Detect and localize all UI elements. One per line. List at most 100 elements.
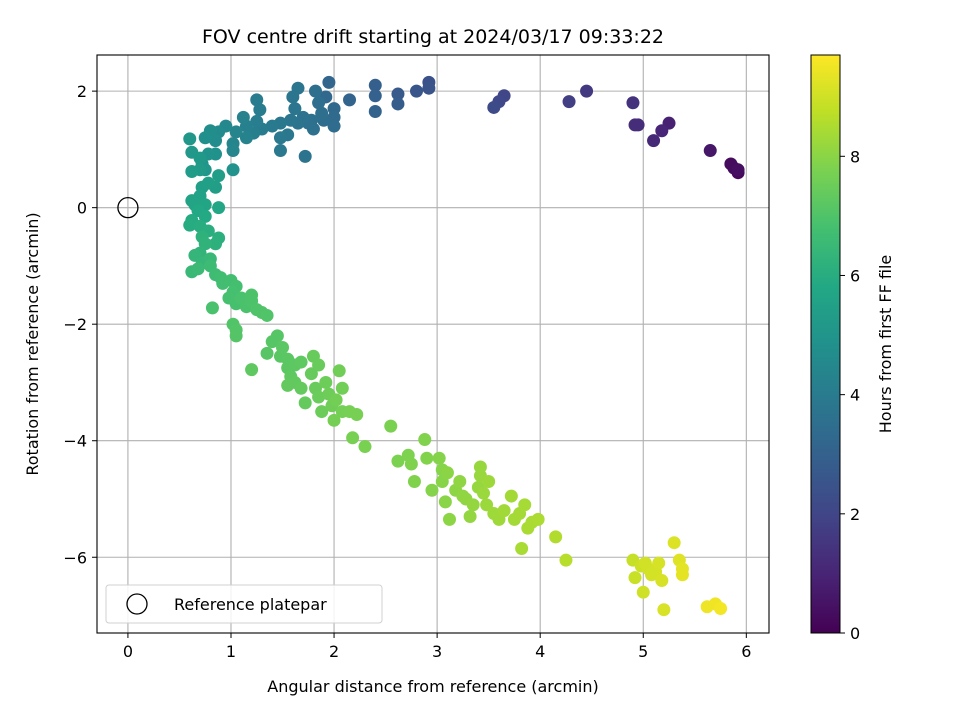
data-point (531, 512, 545, 526)
data-point (294, 355, 308, 369)
data-point (281, 378, 295, 392)
data-point (312, 390, 326, 404)
data-point (497, 504, 511, 518)
data-point (332, 364, 346, 378)
data-point (286, 90, 300, 104)
plot-frame (96, 54, 770, 634)
data-point (657, 603, 671, 617)
data-point (260, 308, 274, 322)
data-point (391, 454, 405, 468)
data-point (273, 144, 287, 158)
data-point (420, 451, 434, 465)
data-point (562, 95, 576, 109)
data-point (391, 97, 405, 111)
data-point (703, 144, 717, 158)
data-point (667, 536, 681, 550)
data-point (463, 509, 477, 523)
legend-label-reference: Reference platepar (174, 595, 327, 614)
data-point (442, 512, 456, 526)
data-point (288, 102, 302, 116)
data-point (191, 262, 205, 276)
data-point (245, 363, 259, 377)
data-point (628, 571, 642, 585)
data-point (229, 125, 243, 139)
data-point (628, 118, 642, 132)
data-point (480, 498, 494, 512)
x-tick-label: 1 (226, 642, 236, 661)
x-tick-label: 3 (432, 642, 442, 661)
data-point (276, 340, 290, 354)
data-point (183, 132, 197, 146)
x-tick-label: 4 (535, 642, 545, 661)
data-point (358, 440, 372, 454)
chart-title: FOV centre drift starting at 2024/03/17 … (202, 26, 664, 48)
legend-box (105, 584, 383, 624)
data-point (298, 149, 312, 163)
colorbar-tick-label: 0 (850, 624, 860, 643)
data-point (655, 574, 669, 588)
reference-marker (117, 197, 139, 219)
data-point (329, 393, 343, 407)
data-point (250, 93, 264, 107)
data-point (504, 489, 518, 503)
data-point (312, 96, 326, 110)
x-tick-label: 6 (741, 642, 751, 661)
data-points (183, 75, 745, 617)
colorbar (810, 54, 841, 634)
colorbar-axis: 0 2 4 6 8 (840, 147, 860, 643)
y-axis: 2 0 −2 −4 −6 (63, 82, 97, 567)
x-axis-label: Angular distance from reference (arcmin) (267, 677, 598, 696)
data-point (731, 163, 745, 177)
data-point (239, 131, 253, 145)
x-tick-label: 0 (123, 642, 133, 661)
data-point (418, 433, 432, 447)
data-point (319, 375, 333, 389)
data-point (368, 78, 382, 92)
x-tick-label: 2 (329, 642, 339, 661)
data-point (404, 457, 418, 471)
data-point (384, 419, 398, 433)
data-point (350, 408, 364, 422)
colorbar-label: Hours from first FF file (876, 255, 895, 434)
reference-marker-group (117, 197, 139, 219)
data-point (260, 346, 274, 360)
data-point (407, 475, 421, 489)
colorbar-tick-label: 8 (850, 147, 860, 166)
data-point (226, 144, 240, 158)
data-point (304, 367, 318, 381)
y-axis-label: Rotation from reference (arcmin) (23, 212, 42, 475)
data-point (515, 542, 529, 556)
data-point (193, 151, 207, 165)
data-point (549, 530, 563, 544)
data-point (205, 301, 219, 315)
data-point (229, 329, 243, 343)
y-tick-label: −4 (63, 432, 87, 451)
data-point (327, 413, 341, 427)
y-tick-label: −6 (63, 548, 87, 567)
data-point (335, 381, 349, 395)
data-point (322, 75, 336, 89)
data-point (209, 237, 223, 251)
data-point (284, 113, 298, 127)
data-point (410, 84, 424, 98)
data-point (294, 381, 308, 395)
data-point (487, 100, 501, 114)
legend: Reference platepar (105, 584, 383, 624)
y-tick-label: 2 (77, 82, 87, 101)
colorbar-tick-label: 4 (850, 386, 860, 405)
data-point (212, 201, 226, 215)
data-point (626, 96, 640, 110)
x-tick-label: 5 (638, 642, 648, 661)
data-point (250, 114, 264, 128)
data-point (343, 93, 357, 107)
data-point (236, 110, 250, 124)
data-point (425, 483, 439, 497)
y-tick-label: 0 (77, 199, 87, 218)
data-point (580, 84, 594, 98)
y-tick-label: −2 (63, 315, 87, 334)
data-point (315, 106, 329, 120)
data-point (346, 431, 360, 445)
data-point (209, 134, 223, 148)
data-point (368, 105, 382, 119)
data-point (438, 495, 452, 509)
